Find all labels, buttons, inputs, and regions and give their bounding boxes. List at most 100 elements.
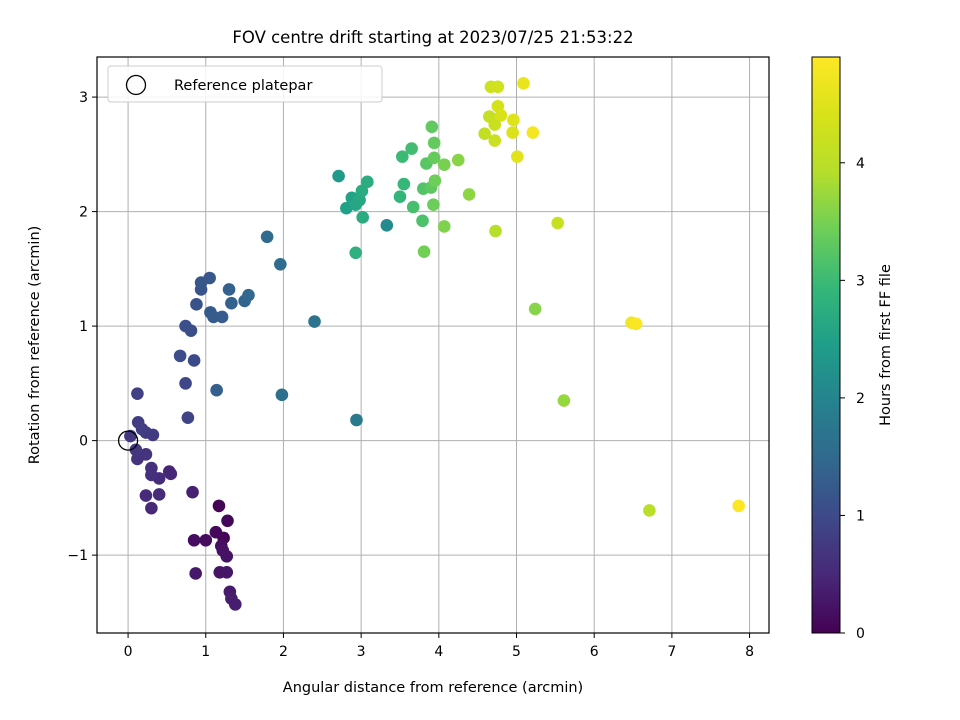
data-point-86 [557,394,571,407]
data-point-45 [215,310,229,324]
y-tick-label-2: 1 [79,319,88,335]
data-point-65 [349,246,363,260]
data-point-97 [494,109,508,122]
chart-title: FOV centre drift starting at 2023/07/25 … [232,28,633,47]
y-axis-ticks: −1 0 1 2 3 [67,90,97,564]
colorbar-gradient [811,56,841,634]
data-point-31 [135,422,149,436]
data-point-25 [139,448,153,461]
data-point-51 [260,230,274,244]
data-point-54 [308,315,321,328]
data-point-93 [488,134,502,147]
x-tick-label-6: 6 [590,644,599,660]
colorbar: 0 1 2 3 4 Hours from first FF file [811,56,894,642]
x-tick-label-2: 2 [279,644,288,660]
reference-point [117,430,139,451]
data-point-3 [209,525,223,539]
data-point-8 [220,549,234,563]
x-tick-label-7: 7 [667,644,676,660]
data-point-42 [203,271,216,285]
data-point-69 [405,142,418,155]
data-point-36 [173,349,187,363]
data-point-88 [643,504,656,517]
data-point-46 [210,383,223,397]
data-point-20 [152,488,166,501]
data-point-48 [225,296,238,310]
data-point-53 [275,388,289,402]
legend-entry-reference-platepar: Reference platepar [174,78,312,94]
data-point-104 [629,317,643,331]
data-point-66 [393,190,407,204]
data-point-0 [212,499,226,513]
data-point-79 [428,174,442,187]
data-point-68 [396,150,409,163]
data-point-39 [190,298,203,311]
y-axis-label: Rotation from reference (arcmin) [27,226,43,465]
data-point-56 [380,219,394,232]
y-tick-label-4: 3 [79,90,88,106]
data-point-18 [145,501,158,515]
data-point-92 [488,118,502,131]
data-point-102 [526,126,540,139]
data-point-62 [355,184,369,198]
legend-marker-open-circle [125,74,147,96]
data-points [124,77,746,611]
data-point-52 [274,257,287,271]
data-point-98 [506,126,519,139]
x-tick-label-4: 4 [434,644,443,660]
data-point-78 [427,198,440,212]
data-point-64 [361,175,374,189]
colorbar-label: Hours from first FF file [878,264,894,426]
data-point-83 [451,153,465,167]
x-tick-label-8: 8 [745,644,754,660]
data-point-55 [350,413,363,427]
data-point-82 [437,220,451,233]
data-point-77 [427,151,441,165]
data-point-84 [462,188,476,201]
grid [97,57,769,633]
data-point-26 [129,443,143,457]
data-point-11 [189,567,202,580]
data-point-80 [417,245,431,258]
colorbar-ticks: 0 1 2 3 4 [840,156,865,642]
data-point-15 [186,485,199,499]
data-point-90 [478,127,491,141]
colorbar-tick-label-1: 1 [856,508,865,524]
data-point-76 [427,136,441,150]
data-point-35 [187,354,201,367]
data-point-85 [528,302,542,316]
reference-marker [117,430,139,451]
data-point-100 [510,150,524,163]
legend-box [107,65,383,103]
data-point-32 [131,387,144,400]
y-tick-label-3: 2 [79,205,88,221]
data-point-34 [179,377,192,390]
data-point-47 [222,283,236,296]
data-point-87 [489,224,502,238]
y-tick-label-1: 0 [79,434,88,450]
data-point-14 [228,598,242,611]
data-point-19 [139,489,153,502]
legend: Reference platepar [107,65,383,103]
data-point-5 [187,533,201,547]
data-point-75 [425,120,439,134]
data-point-17 [164,467,178,481]
data-point-89 [551,216,564,230]
x-tick-label-5: 5 [512,644,521,660]
data-point-29 [146,428,160,442]
data-point-101 [517,77,530,90]
data-point-23 [145,461,158,475]
data-point-33 [181,411,195,425]
data-point-95 [491,80,505,94]
colorbar-tick-label-3: 3 [856,273,865,289]
data-point-2 [221,514,234,528]
data-point-4 [199,533,213,547]
data-point-105 [732,499,746,513]
data-point-71 [416,214,429,228]
x-tick-label-1: 1 [201,644,210,660]
data-point-99 [507,113,520,127]
x-tick-label-0: 0 [124,644,133,660]
y-tick-label-0: −1 [67,548,88,564]
